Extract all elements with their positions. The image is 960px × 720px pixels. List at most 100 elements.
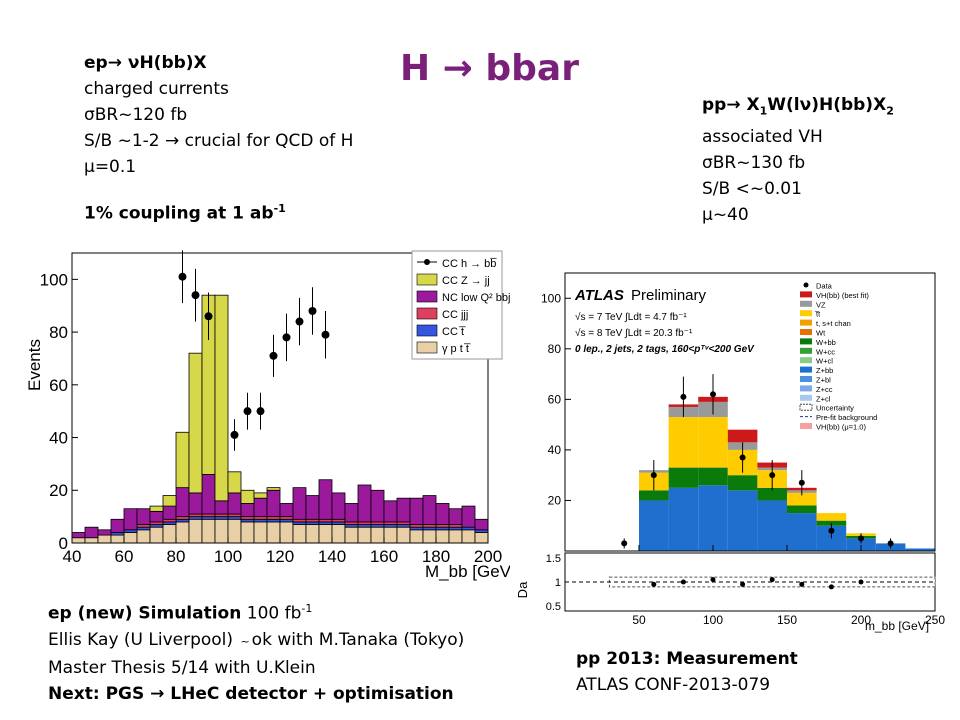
pp-caption-measure-line: pp 2013: Measurement: [576, 649, 798, 669]
ep-bar: [448, 529, 463, 544]
slide-title: H → bbar: [400, 48, 579, 89]
ep-legend-label: CC Z → jj: [442, 275, 490, 287]
pp-point: [621, 540, 628, 547]
ep-bar: [71, 537, 86, 544]
ep-caption-ok: ok with M.Tanaka (Tokyo): [251, 629, 465, 650]
ep-bar: [474, 532, 489, 544]
pp-xtick-label: 100: [703, 613, 723, 627]
pp-legend-label: Z+bb: [816, 366, 833, 375]
ep-legend-label: γ p t t̅: [442, 343, 471, 355]
pp-bar: [727, 429, 758, 443]
ep-caption-author: Ellis Kay (U Liverpool): [48, 629, 234, 650]
ep-bar: [84, 526, 99, 539]
ep-caption-sim-line: ep (new) Simulation 100 fb-1: [48, 596, 464, 627]
ep-bar: [474, 518, 489, 531]
pp-point: [858, 535, 864, 542]
ep-bar: [266, 521, 281, 544]
pp-legend-point-swatch: [803, 282, 809, 288]
pp-ratio-point: [710, 577, 716, 583]
ep-xtick-label: 40: [63, 547, 82, 566]
ep-bar: [136, 508, 151, 525]
ep-xtick-label: 100: [214, 547, 242, 566]
pp-point: [798, 479, 805, 486]
ep-caption-next-line: Next: PGS → LHeC detector + optimisation: [48, 683, 454, 704]
ep-xtick-label: 120: [266, 547, 294, 566]
ep-chart-xlabel: M_bb [GeV]: [425, 562, 510, 581]
pp-legend-swatch: [800, 329, 812, 335]
ep-bar: [110, 534, 125, 544]
pp-ratio-point: [680, 579, 686, 585]
ep-point: [308, 307, 317, 315]
pp-legend-label: VH(bb) (best fit): [816, 291, 869, 300]
ep-bar: [305, 495, 320, 520]
ep-point: [256, 407, 265, 416]
pp-bar: [727, 475, 758, 491]
ep-bar: [201, 474, 216, 515]
ep-sb-line: S/B ~1-2 → crucial for QCD of H: [84, 131, 354, 151]
pp-point: [710, 391, 716, 398]
ep-legend-swatch: [416, 341, 438, 354]
pp-bar: [905, 548, 935, 551]
pp-bar: [787, 513, 817, 551]
pp-bar: [757, 500, 787, 551]
ep-bar: [175, 431, 190, 489]
ep-bar: [422, 495, 437, 525]
ep-bar: [123, 532, 138, 544]
pp-legend-swatch: [800, 300, 812, 307]
pp-assoc-line: associated VH: [702, 127, 823, 148]
ep-caption-tilde: ~: [240, 634, 250, 648]
ep-ytick-label: 20: [49, 481, 68, 500]
ep-bar: [162, 505, 177, 520]
pp-bar: [698, 417, 728, 468]
ep-point: [243, 407, 252, 416]
ep-bar: [71, 532, 86, 539]
ep-bar: [357, 526, 372, 544]
pp-point: [828, 527, 835, 534]
ep-legend-label: NC low Q² bbj: [442, 292, 510, 304]
pp-legend-swatch: [800, 357, 812, 364]
ep-bar: [84, 537, 99, 544]
ep-bar: [448, 508, 463, 525]
pp-ratio-point: [828, 584, 834, 590]
ep-bar: [344, 526, 359, 544]
pp-mbb-chart: m_bb [GeV] Da 20 40 60 80 100 ATLAS Preliminar…: [515, 272, 945, 633]
ep-legend-label: CC jjj: [442, 309, 468, 321]
ep-bar: [266, 489, 281, 518]
pp-legend-label: W+cl: [816, 357, 833, 366]
ep-bar: [136, 529, 151, 544]
ep-bar: [318, 524, 333, 544]
ep-process-block: ep→ νH(bb)X charged currents σBR~120 fb …: [84, 50, 353, 227]
pp-xtick-label: 250: [925, 613, 945, 627]
pp-bar: [787, 492, 817, 506]
ep-legend-swatch: [416, 324, 438, 337]
ep-point: [282, 333, 291, 342]
pp-point: [887, 540, 894, 547]
ep-bar: [396, 497, 411, 523]
pp-ratio-point: [858, 579, 864, 585]
pp-legend-swatch: [800, 347, 812, 354]
ep-xtick-label: 180: [422, 547, 450, 566]
ep-mbb-chart: Events M_bb [GeV] 40 60 80 100 120 140 160 180 2…: [25, 250, 510, 581]
ep-bar: [292, 487, 307, 520]
ep-point: [191, 291, 200, 300]
pp-info-line: √s = 7 TeV ∫Ldt = 4.7 fb⁻¹: [575, 311, 687, 323]
ep-bar: [318, 479, 333, 520]
ep-bar: [422, 529, 437, 544]
ep-bar: [227, 471, 242, 494]
pp-bar: [668, 467, 699, 488]
pp-point: [680, 393, 687, 400]
ep-legend-label: CC t̅: [442, 326, 466, 338]
pp-legend-label: Z+cc: [816, 385, 833, 394]
pp-bar: [668, 487, 699, 551]
pp-caption-block: pp 2013: Measurement ATLAS CONF-2013-079: [576, 646, 798, 698]
ep-bar: [409, 529, 424, 544]
ep-bar: [240, 489, 255, 504]
ep-bar: [331, 524, 346, 544]
pp-legend-label: VZ: [816, 300, 826, 309]
pp-bar: [727, 490, 758, 551]
ep-xtick-label: 140: [318, 547, 346, 566]
pp-frame: [564, 272, 936, 552]
ep-bar: [305, 524, 320, 544]
pp-legend-swatch: [800, 291, 812, 298]
ep-ytick-label: 0: [59, 534, 68, 553]
